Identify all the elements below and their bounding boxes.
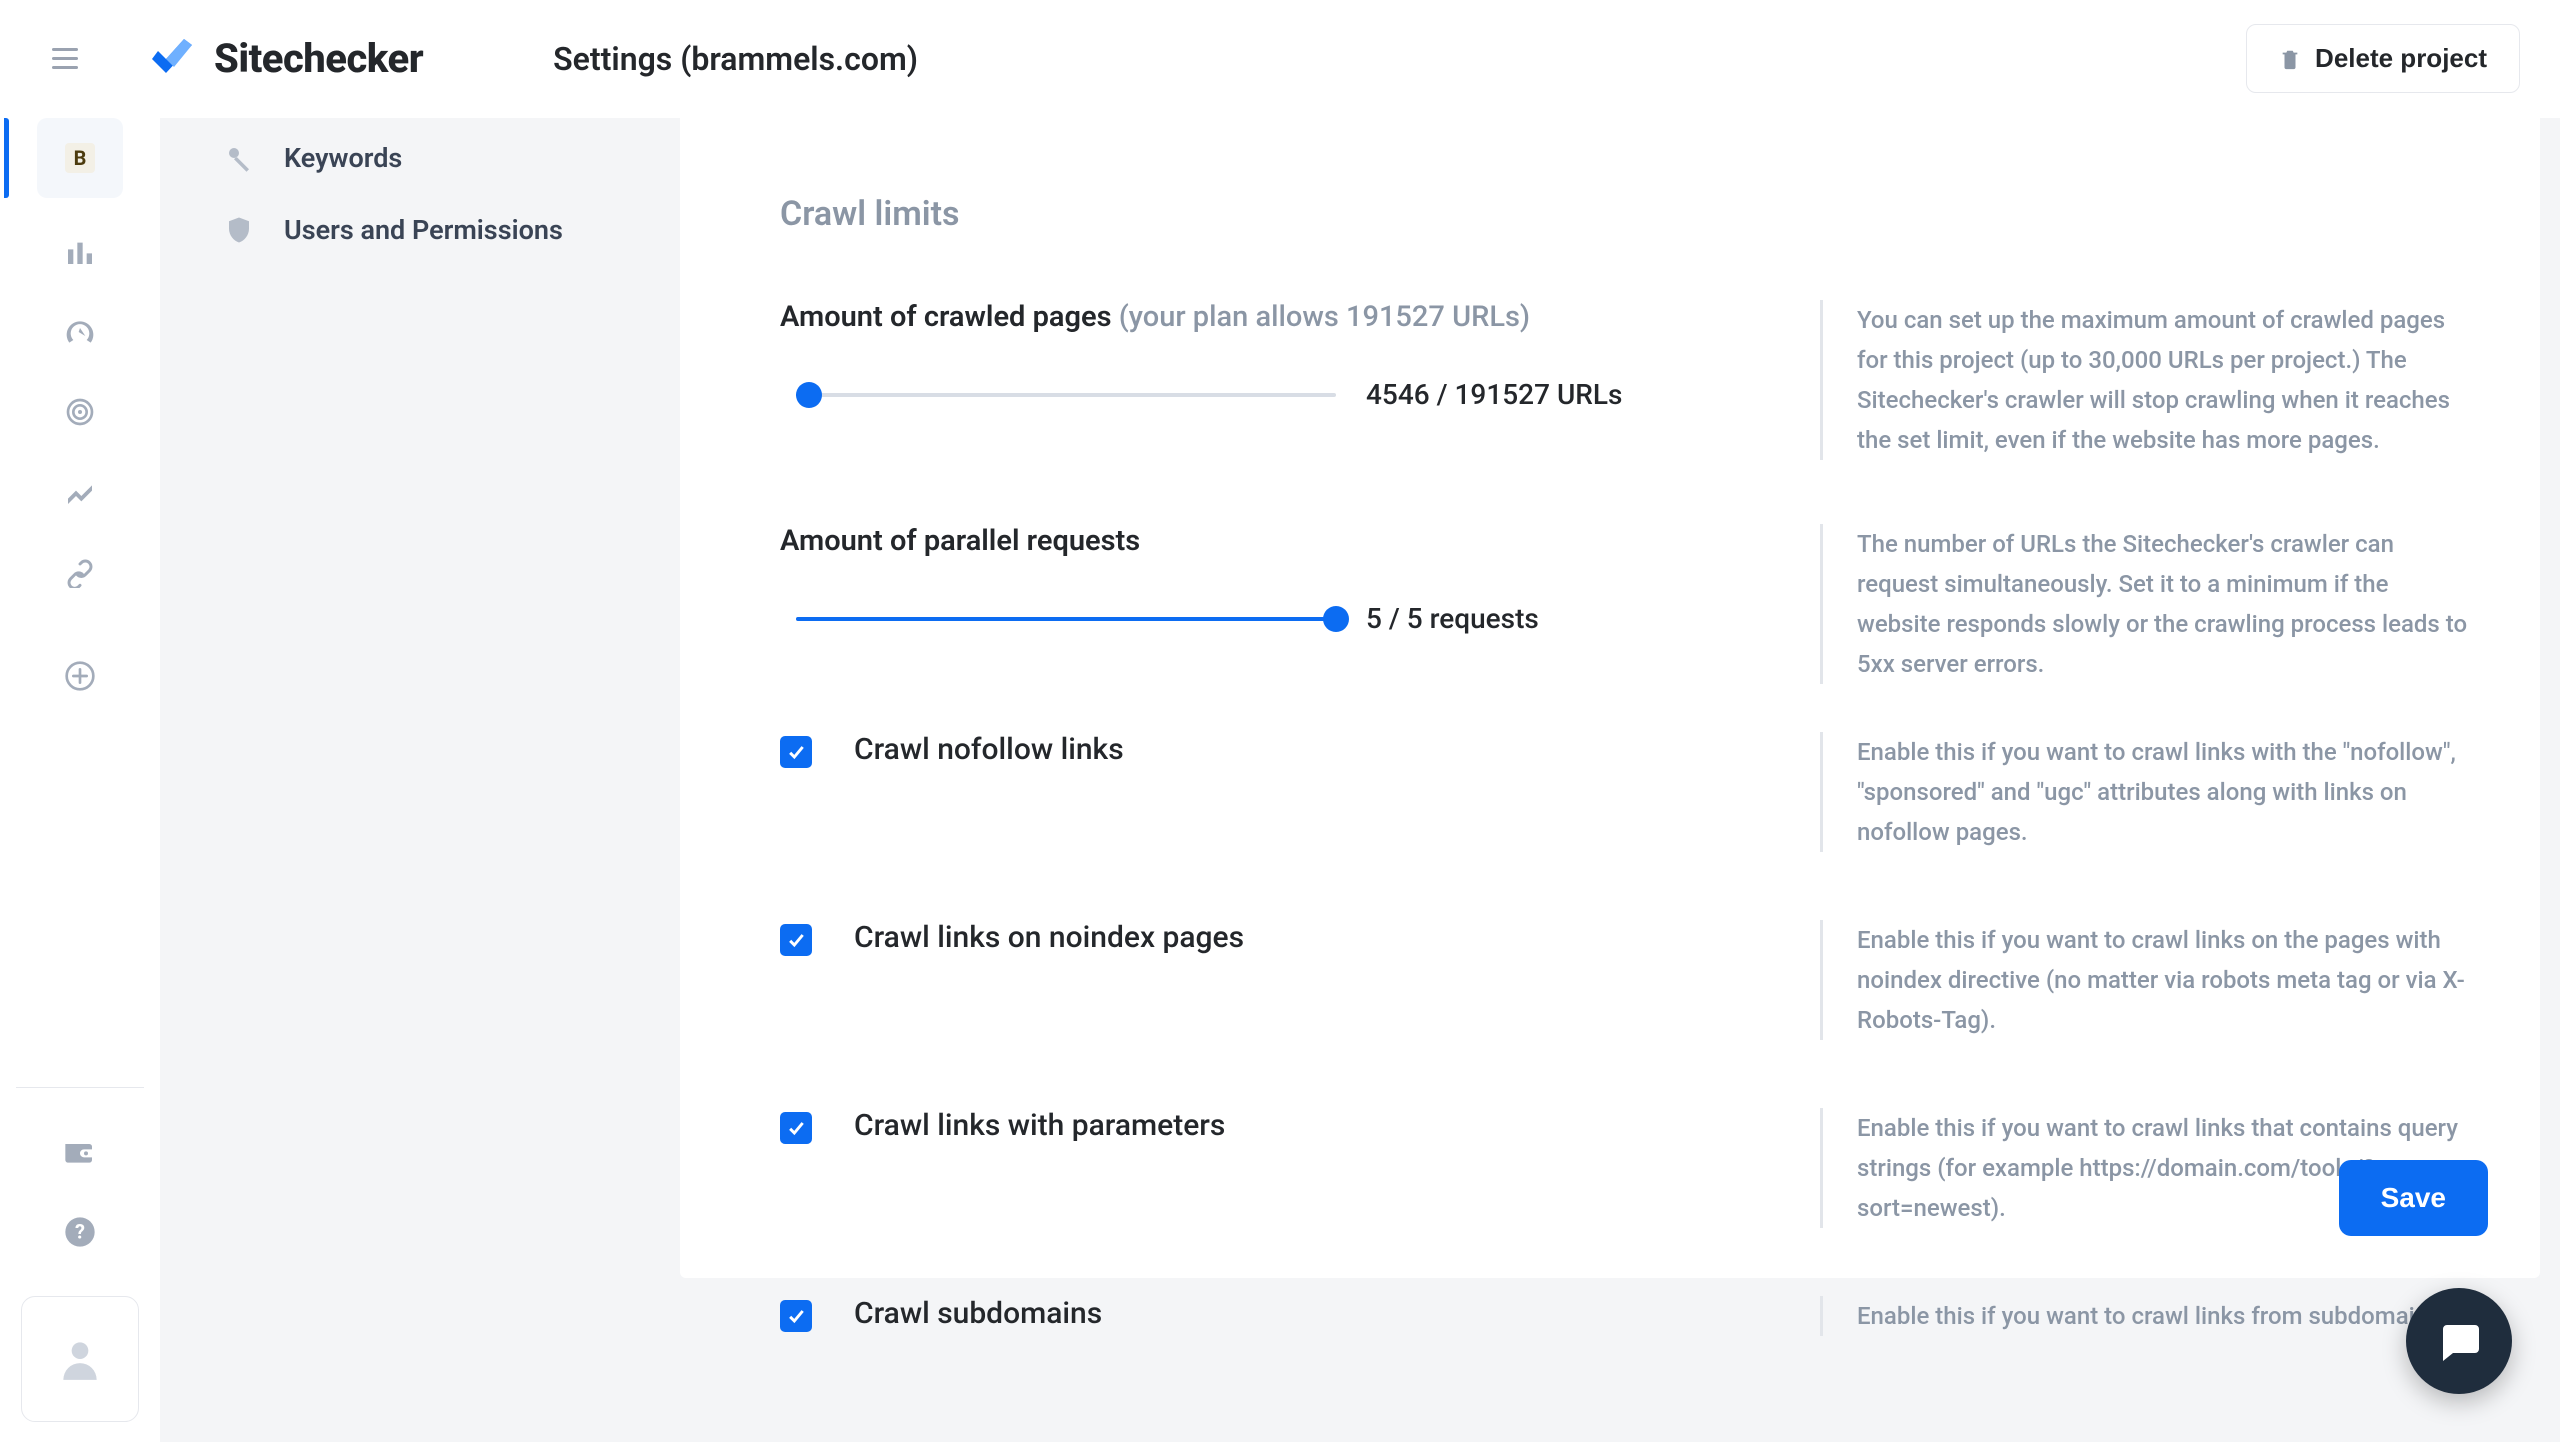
topbar: Sitechecker Settings (brammels.com) Dele… <box>0 0 2560 118</box>
parallel-value: 5 / 5 requests <box>1366 602 1539 635</box>
checkbox-noindex[interactable] <box>780 924 812 956</box>
checkbox-subdomains[interactable] <box>780 1300 812 1332</box>
parallel-slider[interactable] <box>796 617 1336 621</box>
check-icon <box>786 930 806 950</box>
logo-text: Sitechecker <box>214 35 423 82</box>
crawled-pages-slider[interactable] <box>796 393 1336 397</box>
chat-icon <box>2435 1317 2483 1365</box>
rail-links[interactable] <box>37 532 123 612</box>
settings-nav-users-label: Users and Permissions <box>284 214 563 246</box>
settings-nav-keywords-label: Keywords <box>284 142 402 174</box>
chat-fab[interactable] <box>2406 1288 2512 1394</box>
crawled-pages-slider-handle[interactable] <box>796 382 822 408</box>
settings-nav-users[interactable]: Users and Permissions <box>160 194 680 266</box>
rail-monitor[interactable] <box>37 372 123 452</box>
rail-speed[interactable] <box>37 292 123 372</box>
link-icon <box>64 556 96 588</box>
parallel-slider-handle[interactable] <box>1323 606 1349 632</box>
checkbox-noindex-help: Enable this if you want to crawl links o… <box>1820 920 2470 1040</box>
checkbox-noindex-label: Crawl links on noindex pages <box>854 920 1244 955</box>
checkbox-subdomains-help: Enable this if you want to crawl links f… <box>1820 1296 2470 1336</box>
parallel-help: The number of URLs the Sitechecker's cra… <box>1820 524 2470 684</box>
checkbox-params[interactable] <box>780 1112 812 1144</box>
page-title: Settings (brammels.com) <box>553 40 918 78</box>
rail-project-favicon[interactable]: B <box>37 118 123 198</box>
check-icon <box>786 1118 806 1138</box>
checkbox-nofollow-label: Crawl nofollow links <box>854 732 1124 767</box>
favicon-icon: B <box>65 143 95 173</box>
rail-help[interactable]: ? <box>37 1192 123 1272</box>
check-icon <box>786 1306 806 1326</box>
hamburger-menu-button[interactable] <box>52 41 88 77</box>
settings-panel: Crawl limits Amount of crawled pages (yo… <box>680 118 2540 1278</box>
crawled-pages-label: Amount of crawled pages (your plan allow… <box>780 300 1760 334</box>
delete-project-label: Delete project <box>2315 43 2487 74</box>
check-icon <box>786 742 806 762</box>
help-icon: ? <box>64 1216 96 1248</box>
rail-billing[interactable] <box>37 1112 123 1192</box>
parallel-label: Amount of parallel requests <box>780 524 1760 558</box>
analytics-icon <box>64 476 96 508</box>
avatar-icon <box>55 1334 105 1384</box>
delete-project-button[interactable]: Delete project <box>2246 24 2520 93</box>
save-button[interactable]: Save <box>2339 1160 2488 1236</box>
radar-icon <box>64 396 96 428</box>
trash-icon <box>2279 47 2301 71</box>
add-icon <box>64 660 96 692</box>
checkbox-nofollow[interactable] <box>780 736 812 768</box>
wallet-icon <box>64 1136 96 1168</box>
section-title: Crawl limits <box>780 194 2470 234</box>
rail-avatar[interactable] <box>21 1296 139 1422</box>
settings-nav-keywords[interactable]: Keywords <box>160 122 680 194</box>
crawled-pages-help: You can set up the maximum amount of cra… <box>1820 300 2470 460</box>
keywords-icon <box>224 143 254 173</box>
svg-text:?: ? <box>75 1220 85 1244</box>
checkbox-params-label: Crawl links with parameters <box>854 1108 1225 1143</box>
checkbox-subdomains-label: Crawl subdomains <box>854 1296 1102 1331</box>
columns-icon <box>64 236 96 268</box>
logo-mark-icon <box>144 33 196 85</box>
settings-nav: Keywords Users and Permissions <box>160 118 680 1442</box>
rail-dashboard[interactable] <box>37 212 123 292</box>
icon-rail: B <box>0 118 160 1442</box>
rail-analytics[interactable] <box>37 452 123 532</box>
speedometer-icon <box>64 316 96 348</box>
checkbox-nofollow-help: Enable this if you want to crawl links w… <box>1820 732 2470 852</box>
shield-icon <box>224 215 254 245</box>
crawled-pages-value: 4546 / 191527 URLs <box>1366 378 1622 411</box>
logo[interactable]: Sitechecker <box>144 33 423 85</box>
rail-add[interactable] <box>37 636 123 716</box>
